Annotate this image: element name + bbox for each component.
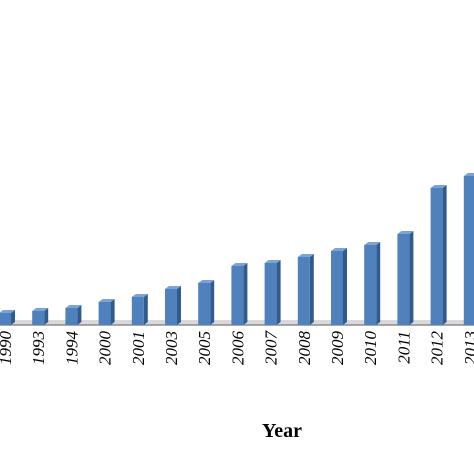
bar-top: [430, 185, 447, 188]
bar-side: [143, 294, 148, 325]
x-tick-label: 2013: [461, 331, 474, 365]
bar-top: [65, 305, 82, 308]
bar: [0, 313, 11, 325]
x-tick-label: 1994: [62, 331, 81, 366]
bar: [165, 289, 177, 325]
bar-side: [210, 280, 215, 325]
x-tick-label: 2001: [129, 331, 148, 365]
x-tick-label: 2009: [328, 331, 347, 366]
bar-side: [376, 242, 381, 325]
bar: [430, 188, 443, 325]
bar: [264, 263, 277, 325]
x-tick-label: 2008: [295, 331, 314, 366]
bar-top: [231, 263, 248, 266]
bar-top: [165, 286, 181, 289]
x-tick-label: 2000: [96, 331, 115, 366]
bar-top: [264, 260, 281, 263]
bar-top: [364, 242, 381, 245]
x-tick-label: 2007: [262, 330, 281, 366]
bar-top: [0, 310, 15, 313]
bar-top: [198, 280, 215, 283]
bar-side: [11, 310, 15, 325]
bar-top: [32, 308, 49, 311]
bar: [364, 245, 377, 325]
bar: [32, 311, 45, 325]
bar: [297, 257, 310, 325]
x-axis-label: Year: [262, 420, 302, 442]
bar-side: [177, 286, 181, 325]
x-tick-label: 2005: [195, 331, 214, 365]
bar: [198, 283, 211, 325]
bar-side: [110, 299, 115, 325]
bar-side: [409, 231, 414, 325]
x-tick-label: 2011: [394, 331, 413, 364]
bar: [98, 302, 111, 325]
x-tick-label: 1990: [0, 331, 15, 366]
bar-side: [343, 248, 347, 325]
x-tick-label: 2006: [228, 331, 247, 366]
bar: [131, 297, 144, 325]
bar-top: [297, 254, 314, 257]
bar-side: [77, 305, 82, 325]
bar-side: [276, 260, 281, 325]
bar: [231, 266, 244, 325]
bar-side: [309, 254, 314, 325]
bar-side: [44, 308, 49, 325]
x-tick-label: 1993: [29, 331, 48, 365]
bar: [331, 251, 343, 325]
bar-side: [243, 263, 248, 325]
bar-top: [397, 231, 414, 234]
bar: [65, 308, 78, 325]
bar-top: [463, 173, 474, 176]
bar: [397, 234, 410, 325]
bar: [463, 176, 474, 325]
bar-top: [131, 294, 148, 297]
bar-side: [442, 185, 447, 325]
bar-top: [98, 299, 115, 302]
bar-top: [331, 248, 347, 251]
x-tick-label: 2012: [428, 331, 447, 366]
x-tick-label: 2003: [162, 331, 181, 365]
x-tick-label: 2010: [361, 331, 380, 366]
